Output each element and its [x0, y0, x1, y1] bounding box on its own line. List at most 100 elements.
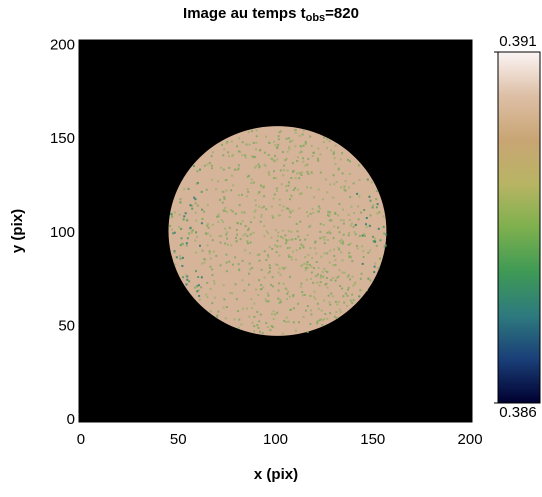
speckle [213, 282, 216, 285]
speckle [363, 232, 366, 235]
speckle [286, 292, 289, 295]
y-tick-label: 50 [58, 317, 75, 334]
speckle [305, 278, 308, 281]
speckle [248, 252, 251, 255]
speckle [259, 313, 262, 316]
speckle [249, 268, 252, 271]
disc [168, 126, 387, 336]
speckle [281, 229, 284, 232]
speckle [247, 190, 250, 193]
speckle [287, 184, 290, 187]
speckle [287, 181, 290, 184]
speckle [321, 270, 324, 273]
speckle [182, 276, 185, 279]
speckle [270, 283, 273, 286]
speckle [179, 244, 182, 247]
speckle [234, 283, 237, 286]
speckle [324, 283, 327, 286]
speckle [241, 307, 244, 310]
speckle [273, 170, 276, 173]
speckle [173, 250, 176, 253]
speckle [268, 264, 271, 267]
speckle [289, 275, 292, 278]
speckle [312, 267, 315, 270]
speckle [319, 222, 322, 225]
speckle [206, 296, 209, 299]
speckle [271, 326, 274, 329]
speckle [286, 298, 289, 301]
speckle [270, 313, 273, 316]
speckle [239, 222, 242, 225]
speckle [373, 265, 376, 268]
speckle [192, 165, 195, 168]
speckle [314, 247, 317, 250]
speckle [223, 197, 226, 200]
speckle [317, 210, 320, 213]
speckle [197, 284, 200, 287]
speckle [194, 251, 197, 254]
speckle [334, 211, 337, 214]
speckle [323, 238, 326, 241]
speckle [222, 168, 225, 171]
speckle [300, 282, 303, 285]
speckle [297, 321, 300, 324]
speckle [250, 178, 253, 181]
speckle [320, 309, 323, 312]
speckle [311, 155, 314, 158]
speckle [341, 172, 344, 175]
speckle [348, 255, 351, 258]
speckle [245, 195, 248, 198]
speckle [306, 266, 309, 269]
speckle [307, 157, 310, 160]
speckle [341, 208, 344, 211]
speckle [299, 239, 302, 242]
speckle [335, 180, 338, 183]
speckle [289, 211, 292, 214]
speckle [317, 266, 320, 269]
speckle [196, 290, 199, 293]
speckle [309, 322, 312, 325]
speckle [258, 320, 261, 323]
speckle [279, 169, 282, 172]
speckle [323, 318, 326, 321]
speckle [358, 178, 361, 181]
speckle [232, 153, 235, 156]
speckle [267, 254, 270, 257]
speckle [302, 129, 305, 132]
speckle [244, 249, 247, 252]
speckle [207, 226, 210, 229]
speckle [321, 318, 324, 321]
speckle [215, 316, 218, 319]
speckle [304, 269, 307, 272]
speckle [288, 216, 291, 219]
speckle [258, 205, 261, 208]
speckle [198, 244, 201, 247]
speckle [335, 317, 338, 320]
speckle [375, 190, 378, 193]
speckle [375, 206, 378, 209]
speckle [302, 244, 305, 247]
speckle [368, 195, 371, 198]
speckle [346, 294, 349, 297]
speckle [196, 167, 199, 170]
speckle [179, 257, 182, 260]
speckle [271, 285, 274, 288]
speckle [356, 195, 359, 198]
speckle [184, 212, 187, 215]
speckle [295, 128, 298, 131]
speckle [292, 321, 295, 324]
speckle [336, 303, 339, 306]
speckle [200, 276, 203, 279]
speckle [348, 219, 351, 222]
speckle [198, 298, 201, 301]
speckle [201, 217, 204, 220]
speckle [295, 222, 298, 225]
speckle [234, 168, 237, 171]
speckle [252, 141, 255, 144]
speckle [234, 212, 237, 215]
speckle [280, 183, 283, 186]
speckle [222, 154, 225, 157]
speckle [342, 295, 345, 298]
speckle [222, 284, 225, 287]
speckle [319, 237, 322, 240]
